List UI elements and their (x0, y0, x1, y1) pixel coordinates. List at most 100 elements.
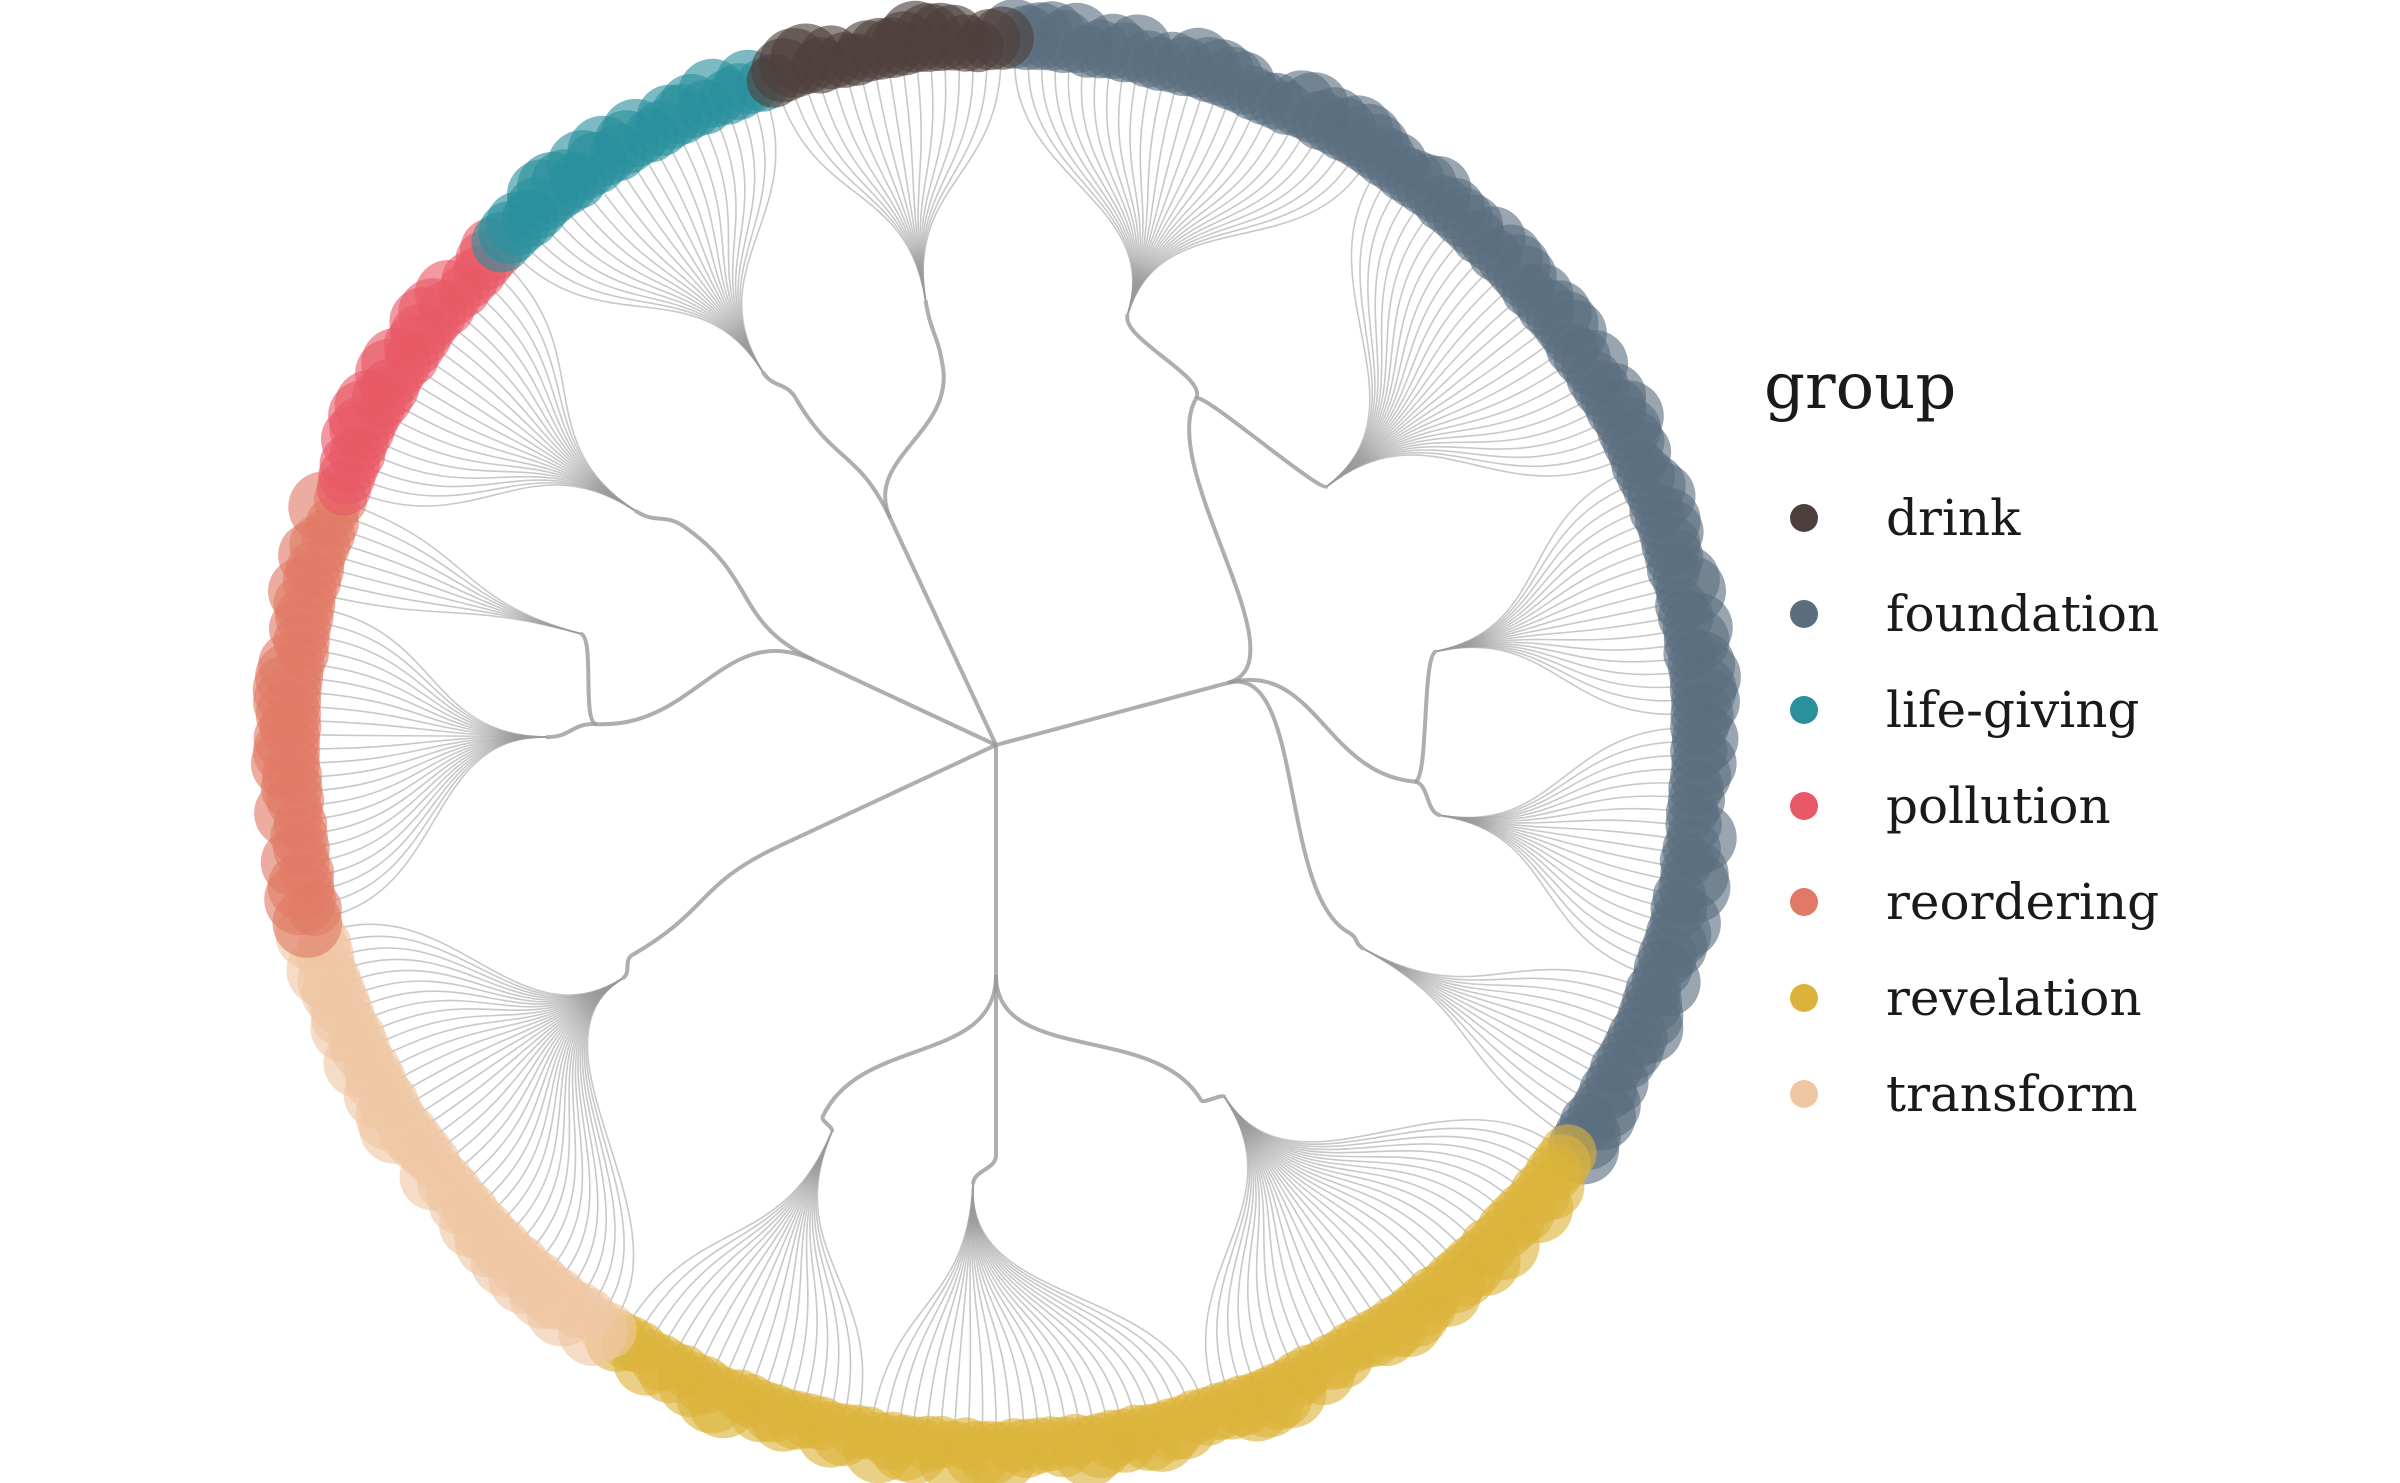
dendrogram-edge (1194, 396, 1329, 489)
dendrogram-edge (922, 58, 1002, 301)
dendrogram-edge (1362, 947, 1612, 1051)
dendrogram-edge (1436, 471, 1626, 653)
dendrogram-edge (546, 722, 597, 740)
legend-label-life-giving: life-giving (1886, 681, 2140, 739)
dendrogram-edge (311, 736, 547, 792)
legend-dot-foundation (1790, 600, 1818, 628)
dendrogram-edge (587, 193, 764, 373)
dendrogram-edge (761, 370, 798, 400)
dendrogram-edge (883, 368, 946, 520)
legend-dot-revelation (1790, 984, 1818, 1012)
dendrogram-edge (338, 935, 624, 997)
dendrogram-edge (1204, 1096, 1249, 1396)
legend: drink foundation life-giving pollution r… (1790, 470, 2159, 1142)
dendrogram-edge (313, 677, 547, 738)
legend-dot-transform (1790, 1080, 1818, 1108)
dendrogram-edge (888, 517, 998, 746)
dendrogram-edge (1126, 165, 1365, 315)
dendrogram-edge (1224, 1096, 1474, 1239)
dendrogram-edge (1440, 814, 1644, 974)
dendrogram-edge (310, 736, 547, 778)
dendrogram-edge (1440, 814, 1660, 921)
dendrogram-edge (627, 1131, 833, 1325)
dendrogram-edge (1326, 375, 1575, 488)
dendrogram-edge (348, 517, 581, 635)
legend-dot-reordering (1790, 888, 1818, 916)
dendrogram-leaf-nodes (250, 0, 1741, 1483)
legend-label-reordering: reordering (1886, 873, 2160, 931)
dendrogram-edge (314, 664, 547, 738)
legend-label-foundation: foundation (1886, 585, 2160, 643)
dendrogram-edge (323, 608, 547, 738)
dendrogram-edge (813, 658, 997, 747)
dendrogram-edge (1227, 677, 1415, 784)
dendrogram-edge (1125, 314, 1200, 400)
legend-dot-life-giving (1790, 696, 1818, 724)
dendrogram-edge (820, 974, 998, 1118)
dendrogram-edge (1126, 104, 1243, 315)
dendrogram-edge (329, 581, 581, 635)
dendrogram-edge (819, 81, 927, 301)
dendrogram-edge (505, 264, 636, 512)
dendrogram-edge (1440, 814, 1663, 908)
dendrogram-edge (1199, 1094, 1227, 1104)
dendrogram-edge (460, 315, 636, 512)
dendrogram-edge (871, 1184, 974, 1420)
dendrogram-edge (1413, 649, 1438, 784)
dendrogram-edge (1362, 947, 1571, 1122)
dendrogram-edge (971, 1154, 998, 1185)
dendrogram-edge (631, 844, 780, 957)
dendrogram-edge (352, 504, 581, 635)
dendrogram-edge (815, 1131, 852, 1415)
dendrogram-edge (683, 525, 816, 663)
dendrogram-edge (339, 542, 581, 635)
dendrogram-edge (1187, 397, 1253, 685)
legend-item-drink: drink (1790, 470, 2159, 566)
dendrogram-edge (1224, 1096, 1330, 1346)
dendrogram-edge (1326, 454, 1621, 488)
dendrogram-edge (1436, 646, 1682, 715)
dendrogram-edge (334, 923, 624, 996)
dendrogram-edge (443, 336, 636, 512)
dendrogram-edge (1227, 679, 1351, 935)
dendrogram-edge (1067, 62, 1136, 315)
legend-item-life-giving: life-giving (1790, 662, 2159, 758)
legend-item-revelation: revelation (1790, 950, 2159, 1046)
dendrogram-edge (820, 1115, 834, 1133)
dendrogram-edge (1362, 947, 1599, 1075)
dendrogram-edge (921, 59, 974, 301)
legend-label-drink: drink (1886, 489, 2021, 547)
legend-item-foundation: foundation (1790, 566, 2159, 662)
dendrogram-edge (860, 72, 927, 301)
legend-item-transform: transform (1790, 1046, 2159, 1142)
dendrogram-edge (1362, 947, 1623, 1026)
dendrogram-edge (971, 1184, 1025, 1431)
dendrogram-edge (1362, 947, 1578, 1111)
dendrogram-edge (1440, 768, 1682, 820)
dendrogram-edge (805, 85, 927, 301)
legend-item-pollution: pollution (1790, 758, 2159, 854)
legend-label-pollution: pollution (1886, 777, 2111, 835)
dendrogram-edge (884, 1184, 974, 1423)
leaf-node-drink (970, 6, 1034, 70)
dendrogram-edge (832, 78, 927, 301)
dendrogram-edge (921, 59, 960, 301)
dendrogram-edges (309, 58, 1683, 1432)
dendrogram-edge (1126, 151, 1342, 315)
legend-dot-pollution (1790, 792, 1818, 820)
dendrogram-edge (994, 974, 1203, 1102)
dendrogram-edge (1436, 523, 1646, 653)
dendrogram-edge (1348, 931, 1365, 951)
dendrogram-edge (385, 429, 636, 512)
dendrogram-edge (777, 743, 997, 849)
legend-dot-drink (1790, 504, 1818, 532)
legend-title: group (1764, 350, 1957, 424)
dendrogram-edge (634, 509, 686, 529)
dendrogram-edge (740, 98, 777, 373)
legend-label-revelation: revelation (1886, 969, 2142, 1027)
dendrogram-edge (596, 648, 816, 727)
dendrogram-edge (579, 631, 598, 727)
dendrogram-edge (621, 953, 634, 980)
dendrogram-edge (1440, 782, 1681, 820)
